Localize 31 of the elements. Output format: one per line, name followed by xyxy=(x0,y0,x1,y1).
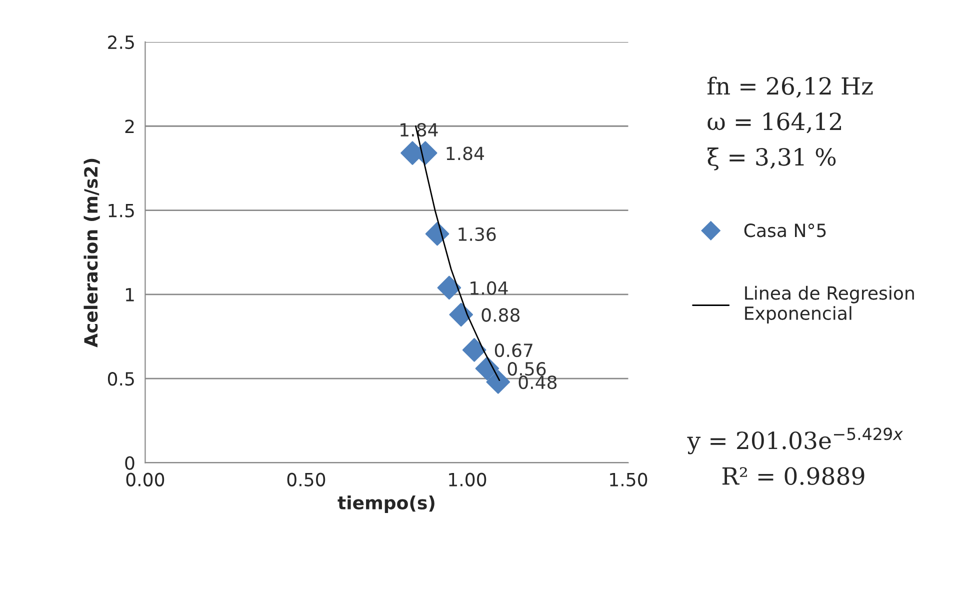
data-label: 0.88 xyxy=(482,308,520,322)
point xyxy=(462,338,486,362)
data-label: 1.84 xyxy=(446,146,484,160)
data-label: 0.56 xyxy=(508,362,546,376)
point xyxy=(437,276,462,300)
x-tick-label: 0.00 xyxy=(126,472,164,486)
y-tick-label: 2.5 xyxy=(108,35,134,50)
text: ξ = 3,31 % xyxy=(708,148,836,170)
point xyxy=(475,356,500,380)
y-tick-label: 0 xyxy=(125,456,134,470)
y-tick-label: 2 xyxy=(125,120,134,133)
x-axis-title: tiempo(s) xyxy=(338,496,434,513)
text: fn = 26,12 Hz xyxy=(707,76,873,98)
x-tick-label: 1.50 xyxy=(610,472,648,486)
y-axis-title: Aceleracion (m/s2) xyxy=(84,158,100,348)
text: y = 201.03e$^{−5.429x}$ xyxy=(687,428,904,454)
point xyxy=(425,222,450,246)
data-label: 1.36 xyxy=(458,227,496,242)
x-tick-label: 0.50 xyxy=(287,472,326,486)
point xyxy=(449,302,473,327)
y-tick-label: 0.5 xyxy=(108,372,134,386)
data-label: 0.67 xyxy=(494,344,532,358)
legend-label: Casa N°5 xyxy=(744,224,826,238)
legend-label: Linea de Regresion Exponencial xyxy=(745,286,914,324)
x-tick-label: 1.00 xyxy=(449,472,486,486)
text: R² = 0.9889 xyxy=(722,467,864,485)
y-tick-label: 1.5 xyxy=(108,204,134,218)
data-label: 0.48 xyxy=(518,376,557,390)
text: ω = 164,12 xyxy=(708,112,841,134)
y-tick-label: 1 xyxy=(126,288,134,302)
data-label: 1.04 xyxy=(470,281,508,295)
